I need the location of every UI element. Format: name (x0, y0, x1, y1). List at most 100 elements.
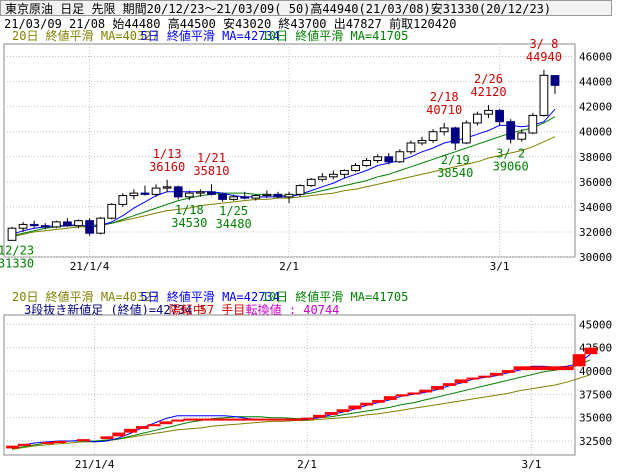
break-brick (194, 418, 208, 421)
candle (473, 111, 482, 126)
candle (118, 193, 128, 207)
candle (51, 220, 61, 229)
candle-body-up (196, 191, 205, 194)
price-y-tick-label: 46000 (579, 51, 612, 64)
price-x-tick-label: 3/1 (490, 260, 510, 273)
candle-body-down (140, 192, 150, 195)
break-brick (466, 377, 480, 380)
break-brick (41, 441, 55, 444)
price-x-tick-label: 21/1/4 (70, 260, 110, 273)
break-brick (348, 405, 362, 410)
candle-body-up (306, 178, 316, 187)
candle-body-down (450, 127, 460, 144)
candle (273, 191, 283, 199)
break-y-tick-label: 35000 (579, 412, 612, 425)
candle-body-up (284, 193, 294, 198)
candle (340, 169, 349, 179)
candle (18, 221, 28, 232)
break-brick (183, 418, 196, 421)
price-legend-ma20: 20日 終値平滑 MA=40327 (12, 28, 159, 43)
candle (74, 219, 83, 229)
low-annotation-value: 38540 (437, 166, 473, 180)
candle (284, 191, 294, 204)
candle (151, 184, 161, 197)
candle-body-up (473, 113, 482, 124)
candle-body-down (29, 223, 39, 227)
break-info-3: 転換値 : 40744 (246, 302, 340, 317)
price-legend-ma10: 10日 終値平滑 MA=41705 (262, 28, 409, 43)
break-y-tick-label: 37500 (579, 388, 612, 401)
candle-body-up (51, 221, 61, 228)
candle (495, 109, 504, 126)
price-y-tick-label: 42000 (579, 101, 612, 114)
candle (7, 226, 17, 241)
break-brick (383, 396, 397, 400)
candle-body-up (229, 196, 239, 200)
candle (196, 189, 205, 197)
candle (162, 179, 172, 192)
candle-body-up (184, 192, 194, 198)
candle-body-up (328, 173, 338, 178)
break-brick (253, 418, 267, 421)
candle (40, 223, 50, 230)
candle (362, 158, 371, 167)
break-brick (490, 372, 503, 376)
candle (484, 105, 493, 118)
candle-body-down (495, 109, 504, 123)
candle-body-up (406, 142, 416, 153)
chart-title: 東京原油 日足 先限 期間20/12/23～21/03/09( 50)高4494… (0, 0, 612, 16)
candle-body-up (317, 176, 327, 180)
candle (384, 153, 394, 165)
candle-body-up (362, 160, 371, 167)
candle (173, 185, 183, 200)
break-brick (537, 366, 551, 371)
candle (262, 190, 272, 199)
break-brick (513, 366, 527, 371)
low-annotation-date: 3/ 2 (496, 146, 525, 160)
price-x-tick-label: 2/1 (279, 260, 299, 273)
break-legend-ma10: 10日 終値平滑 MA=41705 (262, 289, 409, 304)
break-brick (407, 392, 421, 395)
candle-body-up (295, 185, 305, 195)
break-brick (442, 383, 456, 386)
candle-body-up (439, 127, 449, 133)
candle-body-down (273, 193, 283, 198)
break-legend-ma20: 20日 終値平滑 MA=40327 (12, 289, 159, 304)
candle-body-down (207, 191, 216, 195)
candle-body-up (118, 195, 128, 205)
high-annotation-value: 35810 (193, 164, 229, 178)
candle-body-down (506, 121, 516, 140)
candle (395, 149, 405, 164)
break-brick (17, 443, 31, 446)
candle-body-up (517, 132, 527, 140)
candle (96, 216, 106, 235)
break-brick (572, 354, 586, 367)
break-brick (124, 428, 137, 433)
break-x-tick-label: 3/1 (521, 458, 541, 471)
break-legend-ma5: 5日 終値平滑 MA=42734 (140, 289, 279, 304)
candle-body-up (395, 151, 405, 163)
candle-body-up (96, 217, 106, 234)
break-brick (76, 439, 90, 442)
candle-body-up (74, 220, 83, 227)
break-brick (112, 432, 126, 437)
break-brick (53, 441, 67, 443)
candle (63, 218, 72, 227)
candle-body-up (107, 203, 117, 219)
candle (373, 154, 383, 164)
high-annotation-date: 3/ 8 (529, 37, 558, 51)
candle-body-down (218, 193, 227, 200)
candle-body-up (484, 109, 493, 115)
candle-body-up (18, 223, 28, 229)
break-brick (501, 370, 515, 373)
break-brick (336, 409, 350, 413)
high-annotation-value: 40710 (426, 103, 462, 117)
candle-body-down (240, 196, 250, 199)
break-x-tick-label: 2/1 (297, 458, 317, 471)
price-y-tick-label: 32000 (579, 226, 612, 239)
candle (85, 218, 94, 236)
break-brick (313, 414, 326, 418)
candle-body-up (373, 156, 383, 162)
candle (506, 119, 516, 144)
